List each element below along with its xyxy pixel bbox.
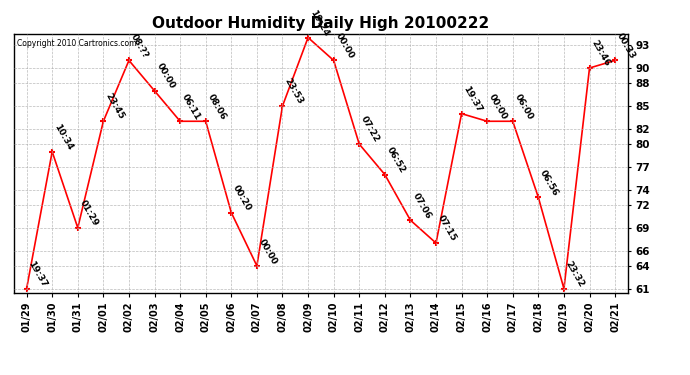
Text: 19:24: 19:24 [308, 8, 331, 38]
Text: 07:06: 07:06 [411, 191, 433, 220]
Text: 06:00: 06:00 [513, 92, 535, 121]
Text: 06:52: 06:52 [385, 146, 407, 174]
Text: 23:46: 23:46 [589, 39, 612, 68]
Text: Copyright 2010 Cartronics.com: Copyright 2010 Cartronics.com [17, 39, 137, 48]
Text: 00:00: 00:00 [487, 92, 509, 121]
Text: 07:22: 07:22 [359, 115, 382, 144]
Text: 23:32: 23:32 [564, 260, 586, 289]
Text: 00:00: 00:00 [155, 62, 177, 91]
Text: 07:15: 07:15 [436, 214, 458, 243]
Text: 08:06: 08:06 [206, 92, 228, 121]
Text: 00:33: 00:33 [615, 32, 637, 60]
Text: 00:00: 00:00 [334, 32, 355, 60]
Text: 19:37: 19:37 [462, 84, 484, 114]
Text: 00:00: 00:00 [257, 237, 279, 266]
Text: 00:20: 00:20 [231, 184, 253, 213]
Text: 23:53: 23:53 [282, 77, 304, 106]
Text: 01:29: 01:29 [78, 198, 100, 228]
Text: 23:45: 23:45 [104, 92, 126, 121]
Text: 06:56: 06:56 [538, 168, 560, 197]
Text: 08:??: 08:?? [129, 33, 150, 60]
Text: 06:11: 06:11 [180, 92, 202, 121]
Text: 19:37: 19:37 [27, 259, 49, 289]
Text: 10:34: 10:34 [52, 122, 75, 152]
Title: Outdoor Humidity Daily High 20100222: Outdoor Humidity Daily High 20100222 [152, 16, 489, 31]
